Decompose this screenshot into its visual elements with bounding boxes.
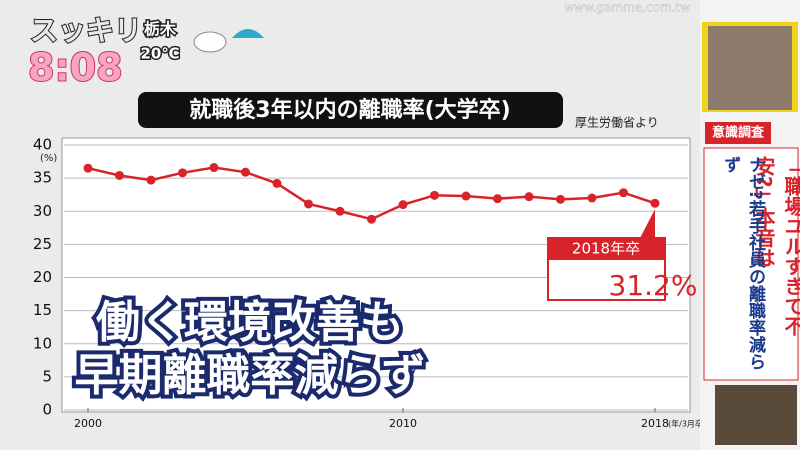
- y-tick-label: 30: [33, 202, 52, 220]
- watermark: www.gamme.com.tw: [564, 1, 690, 15]
- tag: 意識調査: [712, 125, 765, 141]
- point: [367, 214, 376, 224]
- y-tick-label: 25: [33, 235, 52, 253]
- point: [83, 163, 93, 173]
- point: [272, 178, 282, 188]
- y-tick-label: 35: [33, 169, 52, 187]
- weather-icon: [232, 29, 264, 38]
- thumbnail: [715, 385, 797, 445]
- point: [146, 175, 156, 185]
- point: [587, 193, 597, 203]
- point: [241, 167, 250, 177]
- headline-box: [703, 147, 799, 381]
- callout-title: 2018年卒: [572, 240, 640, 258]
- place: 栃木: [144, 20, 177, 39]
- point: [304, 199, 313, 209]
- x-tick-label: 2018: [641, 417, 669, 430]
- source: 厚生労働省より: [575, 116, 659, 130]
- y-unit: (%): [40, 153, 57, 164]
- title-box: [138, 92, 563, 128]
- tag-box: [705, 122, 771, 144]
- point: [524, 192, 534, 202]
- y-tick-label: 10: [33, 334, 52, 352]
- callout-header: [548, 238, 665, 260]
- point: [209, 163, 219, 173]
- caption: 働く環境改善も: [96, 297, 404, 348]
- point: [335, 206, 345, 216]
- point: [493, 194, 502, 204]
- y-tick-label: 5: [42, 367, 52, 385]
- y-tick-label: 15: [33, 301, 52, 319]
- chart-title: 就職後3年以内の離職率(大学卒): [189, 97, 510, 123]
- point: [430, 190, 439, 200]
- y-tick-label: 20: [33, 268, 52, 286]
- point: [461, 191, 471, 201]
- clock: 8:08: [28, 46, 123, 90]
- point: [115, 170, 124, 180]
- point: [398, 200, 408, 210]
- point: [556, 194, 565, 204]
- point: [650, 198, 660, 208]
- x-unit: (年/3月卒業): [668, 419, 714, 429]
- temperature: 20℃: [140, 45, 179, 63]
- point: [619, 188, 628, 198]
- y-tick-label: 0: [42, 401, 52, 419]
- subheadline: ナゼ?若手社員の離職率減らず: [720, 156, 765, 370]
- caption: 早期離職率減らず: [74, 350, 425, 401]
- show-logo: スッキリ: [30, 14, 142, 47]
- headline: 「職場ユルすぎて不安?」本音は: [752, 156, 800, 336]
- wipe-image: [708, 26, 792, 110]
- x-tick-label: 2010: [389, 417, 417, 430]
- weather-icon: [193, 31, 227, 53]
- y-tick-label: 40: [33, 136, 52, 154]
- callout-pointer: [640, 209, 655, 238]
- data-label: 31.2%: [609, 269, 698, 302]
- point: [178, 168, 187, 178]
- x-tick-label: 2000: [74, 417, 102, 430]
